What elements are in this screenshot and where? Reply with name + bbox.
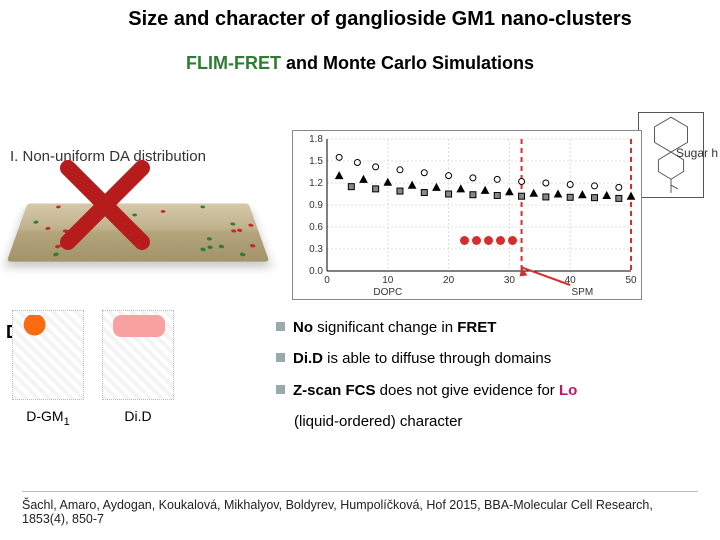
bullet-2: Di.D is able to diffuse through domains	[276, 347, 696, 370]
citation-footer: Šachl, Amaro, Aydogan, Koukalová, Mikhal…	[22, 491, 698, 526]
svg-text:1.2: 1.2	[309, 178, 323, 189]
svg-text:1.5: 1.5	[309, 156, 323, 167]
bullet-1: No significant change in FRET	[276, 316, 696, 339]
slide-subtitle: FLIM-FRET and Monte Carlo Simulations	[0, 35, 720, 82]
bullet-2-mid: is able to diffuse through domains	[323, 350, 551, 367]
bullet-3-prefix: Z-scan FCS	[293, 382, 376, 399]
svg-text:20: 20	[443, 275, 455, 286]
bullet-2-prefix: Di.D	[293, 350, 323, 367]
molecule-name-dgm1: D-GM1	[26, 408, 69, 428]
sugar-h-label: Sugar h	[676, 146, 718, 160]
chart-svg: 0.00.30.60.91.21.51.801020304050DOPCSPM	[293, 131, 643, 301]
slide-title: Size and character of ganglioside GM1 na…	[0, 0, 720, 35]
svg-text:30: 30	[504, 275, 516, 286]
subtitle-green: FLIM-FRET	[186, 53, 281, 73]
bullet-marker-icon	[276, 385, 285, 394]
dgm1-text: D-GM	[26, 408, 63, 424]
molecule-row: D-GM1 Di.D	[12, 310, 242, 440]
bullet-marker-icon	[276, 322, 285, 331]
svg-text:0.9: 0.9	[309, 200, 323, 211]
svg-text:1.8: 1.8	[309, 134, 323, 145]
bullet-3-text: Z-scan FCS does not give evidence for Lo	[293, 379, 577, 402]
svg-text:0.6: 0.6	[309, 222, 323, 233]
svg-text:DOPC: DOPC	[373, 287, 402, 298]
svg-text:0.3: 0.3	[309, 244, 323, 255]
fret-chart: 0.00.30.60.91.21.51.801020304050DOPCSPM	[292, 130, 642, 300]
bullet-marker-icon	[276, 353, 285, 362]
bullet-1-suffix: FRET	[457, 319, 496, 336]
molecule-DGM1: D-GM1	[12, 310, 84, 428]
bullet-1-mid: significant change in	[313, 319, 457, 336]
subtitle-black: and Monte Carlo Simulations	[281, 53, 534, 73]
bullet-3: Z-scan FCS does not give evidence for Lo	[276, 379, 696, 402]
bullet-list: No significant change in FRET Di.D is ab…	[276, 316, 696, 433]
did-structure-icon	[102, 310, 174, 400]
molecule-DiD: Di.D	[102, 310, 174, 424]
dgm1-sub: 1	[64, 416, 70, 428]
dgm1-structure-icon	[12, 310, 84, 400]
molecule-name-did: Di.D	[124, 408, 151, 424]
bullet-3-suffix: Lo	[559, 382, 577, 399]
bullet-3-mid: does not give evidence for	[376, 382, 559, 399]
reject-x-icon	[60, 160, 150, 250]
svg-text:0: 0	[324, 275, 330, 286]
svg-text:10: 10	[382, 275, 394, 286]
svg-text:SPM: SPM	[572, 287, 594, 298]
bullet-1-text: No significant change in FRET	[293, 316, 496, 339]
svg-text:50: 50	[625, 275, 637, 286]
bullet-tail: (liquid-ordered) character	[294, 410, 696, 433]
bullet-2-text: Di.D is able to diffuse through domains	[293, 347, 551, 370]
red-dot-row	[460, 236, 517, 245]
bullet-1-prefix: No	[293, 319, 313, 336]
svg-text:0.0: 0.0	[309, 266, 323, 277]
